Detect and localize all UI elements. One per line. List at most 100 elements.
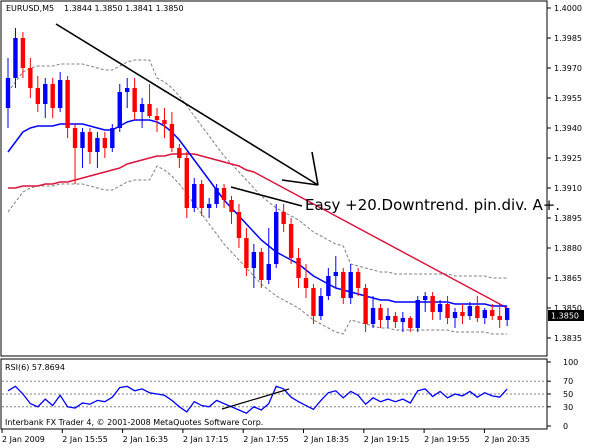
candle bbox=[236, 204, 242, 248]
time-axis-label: 2 Jan 2009 bbox=[2, 435, 45, 444]
candle bbox=[192, 178, 197, 212]
time-axis-label: 2 Jan 17:15 bbox=[183, 435, 229, 444]
candle bbox=[95, 132, 100, 168]
candle bbox=[445, 296, 450, 324]
trendline-pin[interactable] bbox=[230, 186, 303, 207]
candle bbox=[363, 284, 368, 332]
price-axis-label: 1.3970 bbox=[554, 64, 582, 73]
candle bbox=[177, 144, 182, 168]
rsi-line bbox=[7, 385, 508, 414]
band-upper bbox=[7, 59, 508, 279]
ma-slow-line bbox=[8, 153, 508, 309]
candle bbox=[132, 78, 137, 120]
trendline-main[interactable] bbox=[55, 23, 319, 186]
candle bbox=[281, 204, 286, 232]
arrow-head-right bbox=[311, 151, 319, 186]
price-axis-label: 1.3880 bbox=[554, 244, 582, 253]
bollinger-bands bbox=[7, 59, 508, 335]
ma-fast-line bbox=[7, 119, 508, 307]
candle bbox=[199, 180, 204, 216]
candle bbox=[20, 32, 26, 78]
candle bbox=[497, 304, 502, 328]
candle bbox=[184, 152, 189, 218]
symbol-timeframe: EURUSD,M5 bbox=[6, 4, 54, 13]
moving-averages bbox=[7, 119, 508, 309]
candle bbox=[87, 128, 93, 164]
candle bbox=[452, 308, 458, 328]
candle bbox=[35, 76, 40, 112]
candle bbox=[482, 308, 487, 324]
candle bbox=[408, 316, 413, 332]
candle bbox=[110, 124, 115, 152]
current-price-label: 1.3850 bbox=[551, 312, 579, 321]
candle bbox=[43, 78, 48, 118]
price-axis-label: 1.4000 bbox=[554, 4, 582, 13]
candle bbox=[147, 84, 152, 118]
candle bbox=[162, 108, 167, 138]
candle bbox=[341, 268, 346, 304]
candle bbox=[154, 108, 160, 132]
price-axis-label: 1.3865 bbox=[554, 274, 582, 283]
time-axis: 2 Jan 2009 2 Jan 15:55 2 Jan 16:35 2 Jan 17… bbox=[1, 429, 530, 444]
candle bbox=[378, 304, 383, 328]
ohlc-values: 1.3844 1.3850 1.3841 1.3850 bbox=[64, 4, 184, 13]
price-axis-label: 1.3850 bbox=[554, 304, 582, 313]
price-axis-label: 1.3910 bbox=[554, 184, 582, 193]
time-axis-label: 2 Jan 18:35 bbox=[304, 435, 350, 444]
time-axis-label: 2 Jan 17:55 bbox=[243, 435, 289, 444]
candle bbox=[303, 264, 309, 298]
candle bbox=[415, 296, 420, 332]
candle bbox=[370, 296, 376, 328]
rsi-axis-label: 50 bbox=[563, 390, 573, 399]
candle bbox=[504, 308, 510, 326]
candle bbox=[393, 312, 398, 328]
candle bbox=[102, 132, 108, 158]
rsi-axis-label: 100 bbox=[563, 358, 578, 367]
arrow-head-left bbox=[281, 179, 319, 186]
price-axis: 1.4000 1.3985 1.3970 1.3955 1.3940 1.3925 1.39… bbox=[547, 4, 582, 343]
candle bbox=[326, 268, 331, 300]
candle bbox=[437, 300, 443, 320]
candle bbox=[348, 264, 353, 304]
candle bbox=[125, 78, 130, 108]
candle bbox=[423, 292, 428, 312]
main-chart-frame bbox=[0, 0, 548, 357]
price-axis-label: 1.3985 bbox=[554, 34, 582, 43]
candle bbox=[400, 312, 406, 332]
candle bbox=[50, 78, 55, 118]
rsi-axis-label: 0 bbox=[563, 422, 568, 431]
candle bbox=[467, 302, 473, 320]
price-axis-label: 1.3835 bbox=[554, 334, 582, 343]
rsi-divergence-line[interactable] bbox=[221, 388, 290, 410]
price-axis-label: 1.3895 bbox=[554, 214, 582, 223]
candle bbox=[229, 196, 234, 224]
candle bbox=[206, 198, 212, 218]
candle bbox=[490, 304, 495, 320]
candlesticks bbox=[5, 28, 510, 332]
candle bbox=[28, 58, 33, 98]
candle bbox=[251, 244, 257, 288]
candle bbox=[214, 184, 219, 208]
time-axis-label: 2 Jan 16:35 bbox=[123, 435, 169, 444]
candle bbox=[274, 204, 279, 268]
price-axis-label: 1.3925 bbox=[554, 154, 582, 163]
candle bbox=[385, 308, 391, 328]
candle bbox=[57, 72, 63, 112]
candle bbox=[430, 292, 435, 320]
candle bbox=[80, 128, 85, 168]
rsi-axis-label: 70 bbox=[563, 377, 573, 386]
time-axis-label: 2 Jan 19:55 bbox=[424, 435, 470, 444]
candle bbox=[318, 288, 324, 320]
candle bbox=[296, 248, 301, 288]
candle bbox=[259, 248, 264, 288]
candle bbox=[65, 76, 70, 138]
candle bbox=[355, 268, 361, 296]
rsi-axis-label: 30 bbox=[563, 403, 573, 412]
candle bbox=[333, 256, 338, 288]
candle bbox=[5, 58, 11, 128]
candle bbox=[475, 296, 480, 322]
rsi-label: RSI(6) 57.8694 bbox=[5, 363, 65, 372]
price-axis-label: 1.3955 bbox=[554, 94, 582, 103]
candle bbox=[169, 112, 175, 152]
